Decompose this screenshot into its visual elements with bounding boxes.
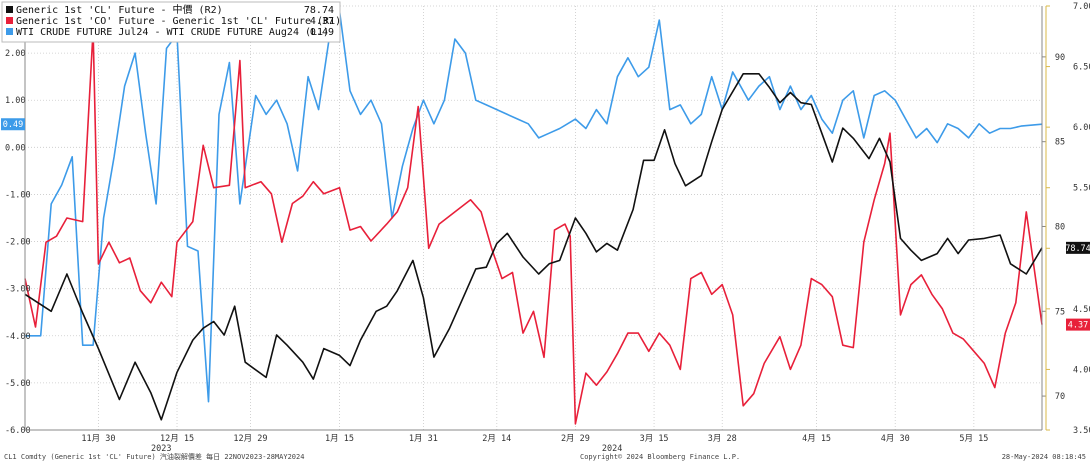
- x-tick-label: 3月 15: [640, 434, 669, 444]
- left-tick-label: -5.00: [5, 379, 31, 389]
- x-tick-label: 12月 15: [160, 434, 194, 444]
- legend-label: Generic 1st 'CO' Future - Generic 1st 'C…: [16, 16, 341, 27]
- outer-right-tick-label: 7.00: [1073, 2, 1090, 12]
- inner-right-tick-label: 70: [1055, 392, 1065, 402]
- footer-right: 28-May-2024 08:18:45: [1002, 453, 1086, 461]
- series-line: [25, 9, 1043, 403]
- x-tick-label: 3月 28: [708, 434, 737, 444]
- legend-swatch: [6, 28, 13, 35]
- last-value-tag: [1, 118, 25, 131]
- legend-swatch: [6, 6, 13, 13]
- outer-right-tick-label: 5.50: [1073, 184, 1090, 194]
- series-line: [24, 73, 1043, 421]
- legend-label: WTI CRUDE FUTURE Jul24 - WTI CRUDE FUTUR…: [16, 27, 329, 38]
- left-tick-label: 0.00: [5, 143, 25, 153]
- last-value-tag-label: 0.49: [3, 120, 23, 130]
- outer-right-tick-label: 3.50: [1073, 426, 1090, 436]
- x-tick-label: 5月 15: [959, 434, 988, 444]
- x-tick-label: 1月 15: [325, 434, 354, 444]
- left-tick-label: -4.00: [5, 332, 31, 342]
- left-tick-label: -1.00: [5, 190, 31, 200]
- legend: Generic 1st 'CL' Future - 中價 (R2) 78.74Ge…: [1, 1, 341, 43]
- footer-center: Copyright© 2024 Bloomberg Finance L.P.: [580, 453, 740, 461]
- x-tick-label: 4月 30: [881, 434, 910, 444]
- axes: 11月 30 12月 15 12月 29 1月 15 1月 31 2月 14 2月 29 3月…: [5, 2, 1090, 454]
- legend-swatch: [6, 17, 13, 24]
- inner-right-tick-label: 85: [1055, 138, 1065, 148]
- x-tick-label: 4月 15: [802, 434, 831, 444]
- x-tick-label: 2月 29: [561, 434, 590, 444]
- footer-left: CL1 Comdty (Generic 1st 'CL' Future) 汽油裂…: [4, 452, 304, 461]
- outer-right-tick-label: 6.00: [1073, 123, 1090, 133]
- legend-last-value: 4.37: [310, 16, 334, 27]
- footer: CL1 Comdty (Generic 1st 'CL' Future) 汽油裂…: [4, 452, 1086, 461]
- outer-right-tick-label: 6.50: [1073, 63, 1090, 73]
- left-tick-label: -2.00: [5, 238, 31, 248]
- legend-label: Generic 1st 'CL' Future - 中價 (R2): [16, 3, 223, 16]
- legend-last-value: 78.74: [304, 5, 334, 16]
- left-tick-label: -6.00: [5, 426, 31, 436]
- x-tick-label: 11月 30: [81, 434, 115, 444]
- last-value-tags: 78.74 4.37 0.49: [1, 118, 1090, 331]
- x-tick-label: 12月 29: [233, 434, 267, 444]
- legend-last-value: 0.49: [310, 27, 334, 38]
- x-year-label: 2023: [151, 444, 171, 454]
- x-tick-label: 2月 14: [482, 434, 511, 444]
- last-value-tag: [1066, 241, 1090, 254]
- last-value-tag-label: 4.37: [1068, 321, 1088, 331]
- inner-right-tick-label: 80: [1055, 222, 1065, 232]
- outer-right-tick-label: 4.00: [1073, 365, 1090, 375]
- series-lines: [24, 9, 1043, 425]
- inner-right-tick-label: 90: [1055, 53, 1065, 63]
- legend-box: [1, 1, 341, 43]
- x-tick-label: 1月 31: [409, 434, 438, 444]
- series-line: [24, 29, 1043, 425]
- inner-right-tick-label: 75: [1055, 307, 1065, 317]
- left-tick-label: 2.00: [5, 49, 25, 59]
- last-value-tag: [1066, 318, 1090, 331]
- left-tick-label: 1.00: [5, 96, 25, 106]
- left-tick-label: -3.00: [5, 285, 31, 295]
- x-year-label: 2024: [602, 444, 622, 454]
- outer-right-tick-label: 4.50: [1073, 305, 1090, 315]
- last-value-tag-label: 78.74: [1065, 244, 1090, 254]
